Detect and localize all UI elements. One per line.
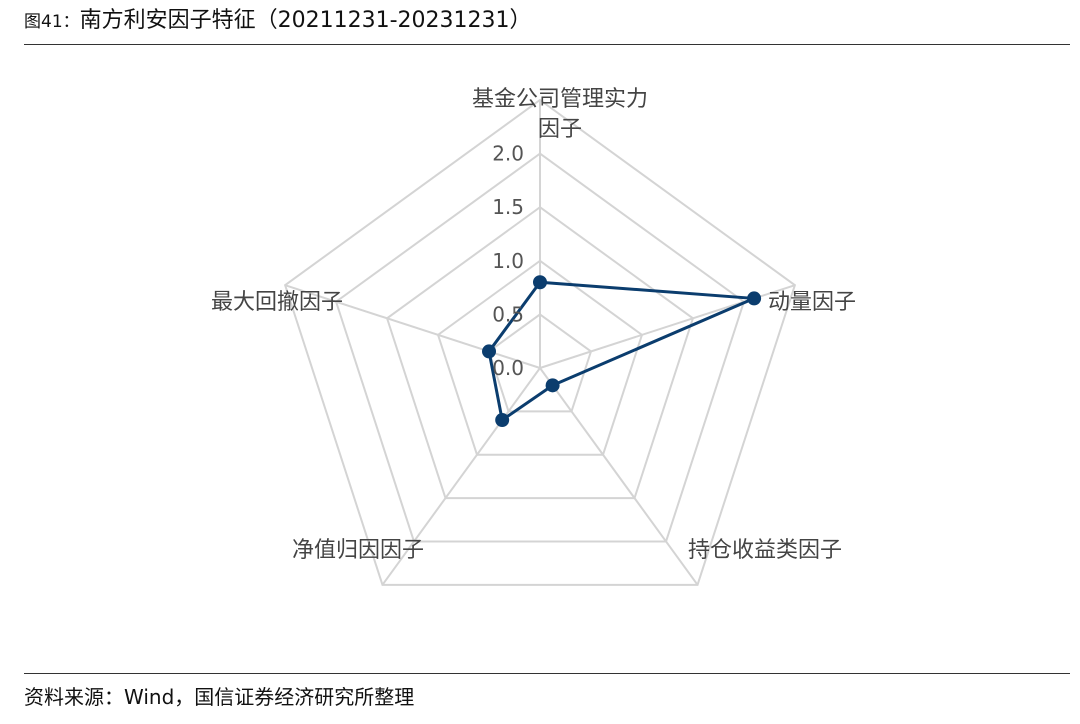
chart-title: 图41：南方利安因子特征（20211231-20231231） [24, 6, 532, 37]
grid-spoke [381, 367, 541, 586]
radar-tick-labels: 0.0 0.5 1.0 1.5 2.0 [492, 142, 524, 380]
grid-ring [385, 205, 695, 500]
grid-ring [334, 152, 746, 543]
axis-label: 动量因子 [768, 290, 856, 315]
grid-ring [283, 98, 797, 586]
data-point [482, 344, 497, 359]
tick-label: 1.0 [492, 249, 524, 273]
figure-label: 图41： [24, 12, 80, 32]
axis-label: 净值归因因子 [292, 538, 424, 563]
source-note: 资料来源：Wind，国信证券经济研究所整理 [24, 685, 415, 709]
grid-ring [487, 313, 593, 413]
radar-grid [283, 98, 797, 586]
data-point [495, 413, 510, 428]
tick-label: 2.0 [492, 142, 524, 166]
axis-label: 持仓收益类因子 [688, 538, 842, 563]
axis-label: 最大回撤因子 [211, 290, 343, 315]
tick-label: 0.0 [492, 356, 524, 380]
radar-series [482, 275, 762, 428]
chart-title-text: 南方利安因子特征（20211231-20231231） [79, 8, 532, 33]
data-point [533, 275, 547, 290]
footer-divider [24, 673, 1070, 674]
axis-label: 基金公司管理实力因子 [472, 87, 648, 142]
grid-spoke [284, 284, 541, 369]
series-line [487, 280, 756, 422]
grid-spoke [539, 367, 699, 586]
tick-label: 1.5 [492, 195, 524, 219]
data-point [545, 378, 560, 393]
grid-ring [436, 259, 644, 456]
header-divider [24, 44, 1070, 45]
data-point [747, 291, 762, 306]
tick-label: 0.5 [492, 302, 524, 326]
